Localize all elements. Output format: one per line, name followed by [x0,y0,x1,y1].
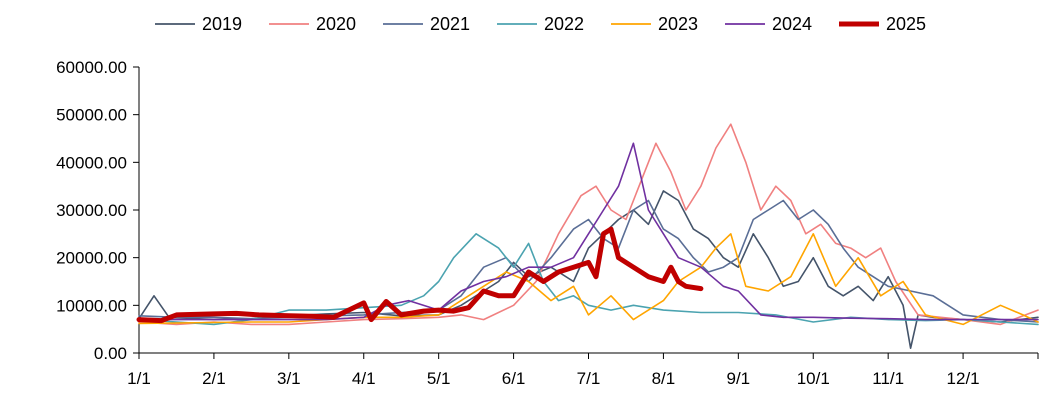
legend-label-2020: 2020 [316,14,356,34]
legend-label-2022: 2022 [544,14,584,34]
x-tick-label: 3/1 [277,369,301,388]
y-tick-label: 10000.00 [56,296,127,315]
x-tick-label: 4/1 [352,369,376,388]
x-tick-label: 8/1 [652,369,676,388]
x-tick-label: 9/1 [727,369,751,388]
legend-label-2019: 2019 [202,14,242,34]
legend: 2019 2020 2021 2022 2023 2024 2025 [155,14,926,34]
x-tick-label: 2/1 [202,369,226,388]
legend-label-2024: 2024 [772,14,812,34]
plot-series [136,123,1039,349]
legend-label-2021: 2021 [430,14,470,34]
x-tick-label: 10/1 [797,369,830,388]
x-tick-label: 12/1 [947,369,980,388]
y-tick-label: 20000.00 [56,249,127,268]
series-line-2021 [138,199,1039,323]
y-tick-label: 40000.00 [56,153,127,172]
y-tick-label: 0.00 [94,344,127,363]
y-tick-label: 50000.00 [56,106,127,125]
legend-label-2023: 2023 [658,14,698,34]
x-tick-label: 7/1 [577,369,601,388]
y-tick-label: 60000.00 [56,58,127,77]
y-axis: 0.00 10000.00 20000.00 30000.00 40000.00 5000… [56,58,140,363]
y-tick-label: 30000.00 [56,201,127,220]
legend-label-2025: 2025 [886,14,926,34]
x-tick-label: 6/1 [502,369,526,388]
x-tick-label: 5/1 [427,369,451,388]
series-line-2020 [138,123,1039,326]
series-line-2024 [138,142,1039,321]
series-line-2025 [136,226,704,324]
x-axis: 1/1 2/1 3/1 4/1 5/1 6/1 7/1 8/1 9/1 10/1 11/1 12/1 [127,352,1039,388]
x-tick-label: 11/1 [872,369,904,388]
x-tick-label: 1/1 [127,369,151,388]
